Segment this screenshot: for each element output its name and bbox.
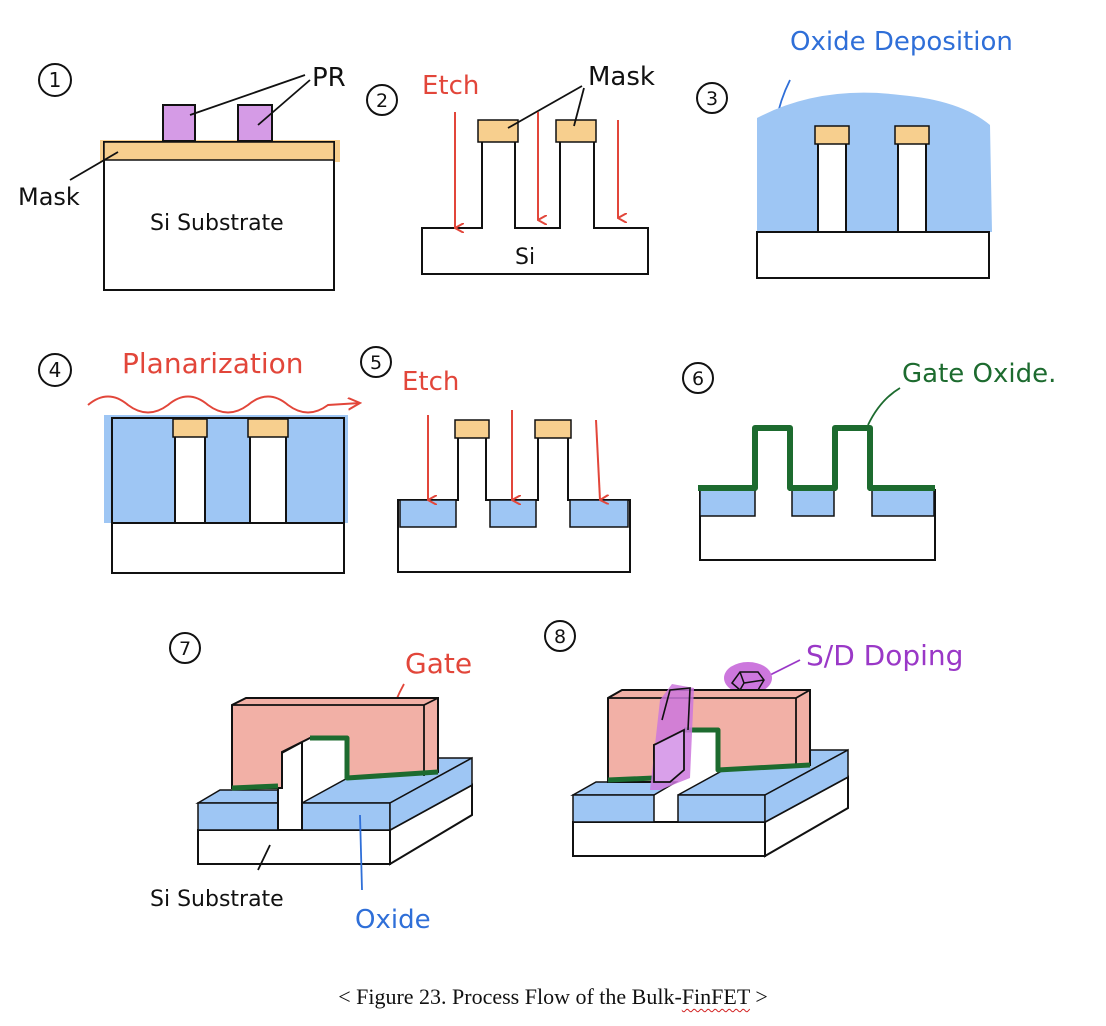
step-8-circle bbox=[544, 620, 576, 652]
mask-label: Mask bbox=[588, 62, 655, 92]
step-5-circle bbox=[360, 346, 392, 378]
oxide-fill bbox=[104, 415, 348, 523]
oxide-deposition-label: Oxide Deposition bbox=[790, 27, 1013, 57]
photoresist-block-right bbox=[237, 104, 273, 142]
etch-arrow-3 bbox=[595, 419, 600, 500]
oxide-remaining-left bbox=[699, 489, 756, 517]
mask-cap-left bbox=[477, 119, 519, 143]
oxide-label: Oxide bbox=[355, 905, 431, 935]
step-2-circle bbox=[366, 84, 398, 116]
oxide-right-side bbox=[389, 756, 473, 832]
step-4-number: 4 bbox=[49, 358, 62, 382]
step-1-number: 1 bbox=[49, 68, 62, 92]
caption-suffix: > bbox=[749, 984, 768, 1009]
substrate-label: Si Substrate bbox=[150, 887, 284, 912]
si-fin-left bbox=[174, 435, 206, 524]
step-3-circle bbox=[696, 82, 728, 114]
gate-oxide-layer bbox=[607, 727, 811, 783]
gate-oxide-leader-line bbox=[867, 387, 901, 426]
planarization-wave-arrow bbox=[87, 395, 360, 414]
mask-cap-left bbox=[814, 125, 850, 145]
step-2-number: 2 bbox=[376, 90, 388, 112]
oxide-left-front bbox=[572, 794, 655, 823]
substrate-label: Si Substrate bbox=[150, 211, 284, 236]
step-3-number: 3 bbox=[706, 88, 718, 110]
sd-doping-label: S/D Doping bbox=[806, 639, 963, 672]
mask-cap-right bbox=[534, 419, 572, 439]
planarization-label: Planarization bbox=[122, 347, 304, 380]
gate-oxide-layer bbox=[698, 425, 935, 491]
step-6-circle bbox=[682, 362, 714, 394]
pr-leader-line-2 bbox=[257, 79, 311, 126]
mask-leader-line bbox=[69, 151, 119, 181]
si-fin-left bbox=[817, 139, 847, 233]
mask-cap-right bbox=[555, 119, 597, 143]
mask-cap-left bbox=[454, 419, 490, 439]
oxide-remaining-left bbox=[399, 499, 457, 528]
gate-label: Gate bbox=[405, 647, 472, 680]
etch-label: Etch bbox=[402, 367, 459, 397]
oxide-fill bbox=[757, 92, 992, 233]
si-substrate-block bbox=[756, 231, 990, 279]
mask-leader-line-2 bbox=[573, 87, 585, 127]
mask-cap-left bbox=[172, 418, 208, 438]
mask-leader-line-1 bbox=[507, 85, 583, 129]
si-fin-right bbox=[249, 435, 287, 524]
step-7: 7 Gate Si Substrate Oxide bbox=[150, 632, 473, 935]
oxide-remaining-right bbox=[871, 489, 935, 517]
step-6-number: 6 bbox=[692, 368, 704, 390]
mask-label: Mask bbox=[18, 183, 80, 211]
mask-cap-right bbox=[247, 418, 289, 438]
oxide-leader-line bbox=[359, 814, 363, 891]
mask-cap-right bbox=[894, 125, 930, 145]
step-7-circle bbox=[169, 632, 201, 664]
step-4-circle bbox=[38, 353, 72, 387]
si-fin-right bbox=[897, 139, 927, 233]
caption-term: FinFET bbox=[681, 984, 750, 1009]
doping-leader-line bbox=[769, 659, 801, 676]
step-7-number: 7 bbox=[179, 638, 191, 660]
step-1: 1 PR Mask Si Substrate bbox=[18, 63, 346, 291]
doped-fin bbox=[653, 728, 685, 783]
caption-prefix: < Figure 23. Process Flow of the Bulk- bbox=[338, 984, 682, 1009]
si-substrate-block bbox=[103, 141, 335, 291]
step-5: 5 Etch bbox=[360, 346, 631, 573]
oxide-left-front bbox=[197, 802, 279, 831]
doped-fin-outline bbox=[661, 687, 691, 731]
pr-leader-line-1 bbox=[189, 74, 306, 116]
gate-oxide-layer bbox=[231, 735, 439, 791]
step-2: 2 Etch Mask Si bbox=[366, 62, 655, 275]
oxide-remaining-middle bbox=[791, 489, 835, 517]
step-8: 8 S/D Doping bbox=[544, 620, 963, 858]
pr-label: PR bbox=[312, 63, 346, 93]
si-substrate-front bbox=[572, 821, 766, 857]
si-substrate-block bbox=[111, 522, 345, 574]
oxide-right-front bbox=[301, 802, 391, 831]
figure-caption: < Figure 23. Process Flow of the Bulk-Fi… bbox=[0, 984, 1106, 1010]
step-3: 3 Oxide Deposition bbox=[696, 27, 1013, 279]
oxide-right-side bbox=[764, 748, 849, 824]
step-6: 6 Gate Oxide. bbox=[682, 359, 1056, 561]
etch-label: Etch bbox=[422, 71, 479, 101]
planarized-surface bbox=[111, 417, 345, 523]
mask-layer-top bbox=[103, 141, 335, 161]
si-label: Si bbox=[515, 245, 535, 270]
substrate-leader-line bbox=[257, 844, 271, 871]
oxide-remaining-middle bbox=[489, 499, 537, 528]
step-1-circle bbox=[38, 63, 72, 97]
gate-oxide-label: Gate Oxide. bbox=[902, 359, 1056, 389]
step-4: 4 Planarization bbox=[38, 347, 360, 574]
step-5-number: 5 bbox=[370, 352, 382, 374]
step-8-number: 8 bbox=[554, 626, 566, 648]
photoresist-block-left bbox=[162, 104, 196, 142]
oxide-right-front bbox=[677, 794, 766, 823]
oxide-remaining-right bbox=[569, 499, 629, 528]
